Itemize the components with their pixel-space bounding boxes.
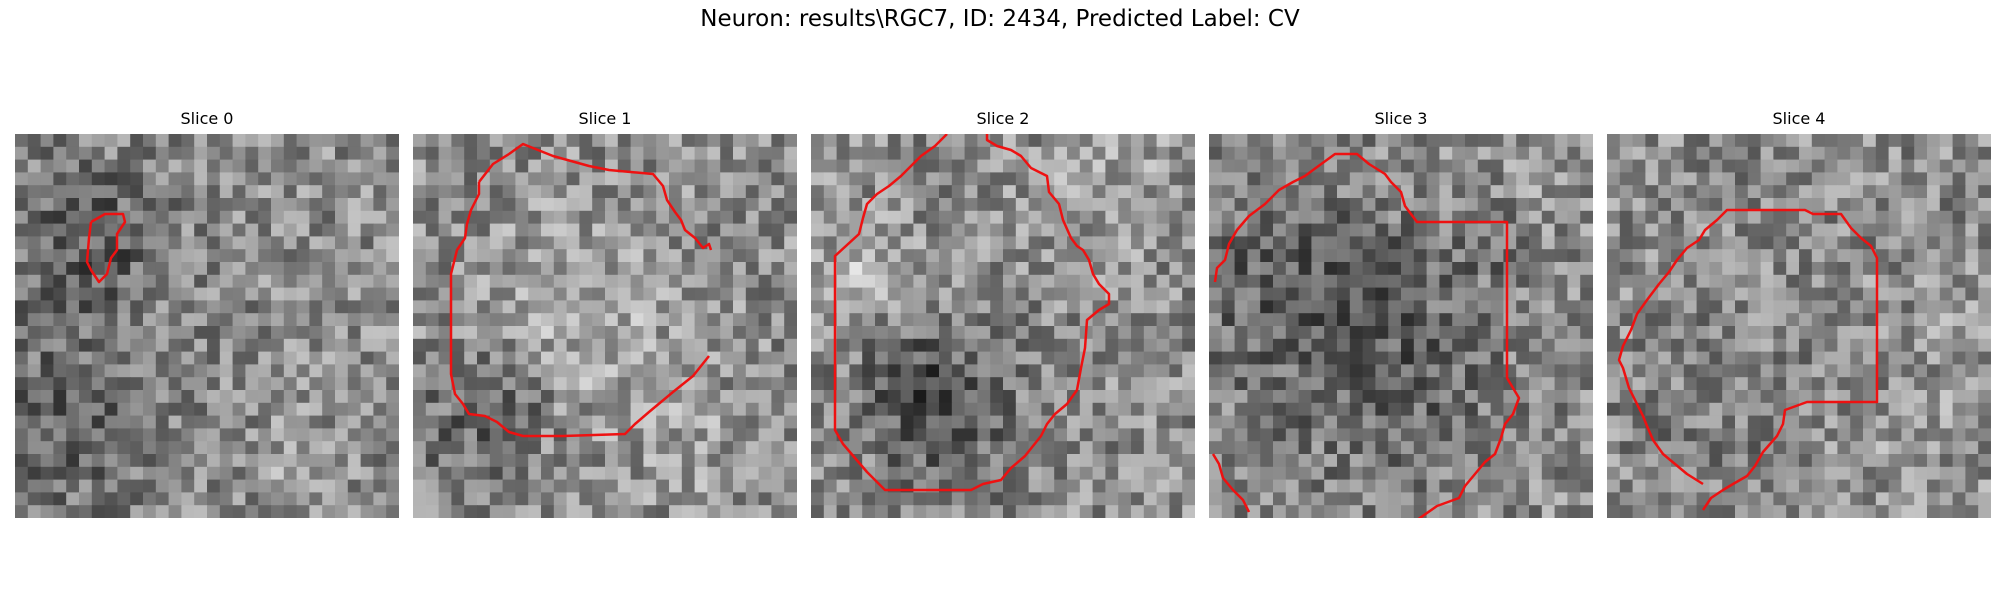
grayscale-pixel-grid xyxy=(1607,134,1991,518)
slice-title: Slice 1 xyxy=(578,109,632,128)
slice-image xyxy=(15,134,399,518)
segmentation-contour xyxy=(449,142,713,438)
slice-image xyxy=(1209,134,1593,518)
slice-image xyxy=(811,134,1195,518)
slice-panel-3: Slice 3 xyxy=(1209,108,1593,518)
grayscale-pixel-grid xyxy=(15,134,399,518)
segmentation-contour xyxy=(85,212,127,284)
grayscale-pixel-grid xyxy=(811,134,1195,518)
slice-image xyxy=(1607,134,1991,518)
segmentation-contour xyxy=(1211,152,1521,518)
slice-panel-0: Slice 0 xyxy=(15,108,399,518)
slice-title: Slice 3 xyxy=(1374,109,1428,128)
slice-panel-1: Slice 1 xyxy=(413,108,797,518)
slice-panel-4: Slice 4 xyxy=(1607,108,1991,518)
segmentation-contour xyxy=(1617,208,1879,511)
slice-title: Slice 0 xyxy=(180,109,234,128)
grayscale-pixel-grid xyxy=(1209,134,1593,518)
slice-title: Slice 2 xyxy=(976,109,1030,128)
slice-image xyxy=(413,134,797,518)
figure-title: Neuron: results\RGC7, ID: 2434, Predicte… xyxy=(700,6,1300,32)
segmentation-contour xyxy=(833,134,1111,492)
slice-panel-2: Slice 2 xyxy=(811,108,1195,518)
slice-title: Slice 4 xyxy=(1772,109,1826,128)
